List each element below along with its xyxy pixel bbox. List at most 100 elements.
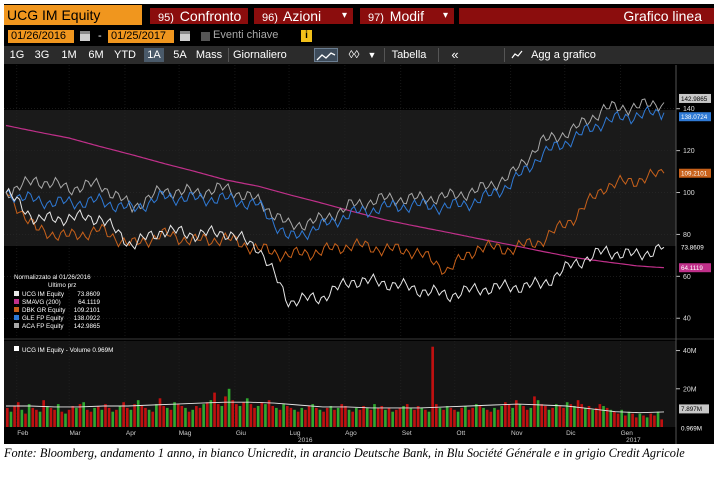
volume-bar xyxy=(176,404,180,427)
period-ytd-button[interactable]: YTD xyxy=(114,49,136,61)
volume-bar xyxy=(427,411,431,427)
period-1m-button[interactable]: 1M xyxy=(61,49,77,61)
period-3d-button[interactable]: 3G xyxy=(34,49,50,61)
volume-bar xyxy=(184,407,187,427)
y-tick-label: 100 xyxy=(683,190,695,197)
volume-bar xyxy=(569,404,573,427)
volume-bar xyxy=(115,409,118,427)
volume-bar xyxy=(387,407,391,427)
y-tick-label: 120 xyxy=(683,148,695,155)
volume-tick-label: 20M xyxy=(683,386,697,393)
volume-bar xyxy=(129,409,133,427)
volume-bar xyxy=(220,406,224,427)
volume-bar xyxy=(205,402,209,427)
volume-bar xyxy=(187,411,191,427)
table-button[interactable]: Tabella xyxy=(384,48,433,62)
edit-menu-number: 97) xyxy=(368,12,384,24)
volume-bar xyxy=(24,413,27,427)
legend-series-name: GLE FP Equity xyxy=(22,315,64,322)
volume-bar xyxy=(485,409,489,427)
volume-bar xyxy=(191,409,195,427)
volume-bar xyxy=(242,402,245,427)
upper-band xyxy=(4,65,676,110)
volume-bar xyxy=(613,411,616,427)
volume-bar xyxy=(602,406,605,427)
volume-bar xyxy=(504,402,507,427)
volume-last-badge xyxy=(679,423,709,433)
volume-bar xyxy=(489,411,493,427)
volume-bar xyxy=(656,411,660,427)
series-line-smavg-200- xyxy=(5,124,665,269)
volume-bar xyxy=(318,409,322,427)
volume-bar xyxy=(511,407,514,427)
volume-bar xyxy=(256,406,260,427)
volume-bar xyxy=(118,406,122,427)
x-tick-label: Mag xyxy=(179,430,192,437)
series-line-dbk-gr-equity xyxy=(5,168,665,276)
volume-bar xyxy=(634,417,638,427)
volume-bar xyxy=(562,407,565,427)
volume-tick-label: 40M xyxy=(683,348,697,355)
volume-bar xyxy=(660,419,663,427)
end-date-input[interactable]: 01/25/2017 xyxy=(108,30,174,43)
info-icon[interactable]: i xyxy=(301,30,312,42)
volume-bar xyxy=(609,409,613,427)
x-tick-label: Gen xyxy=(621,430,634,437)
y-tick-label: 40 xyxy=(683,316,691,323)
chevron-down-icon[interactable]: ▼ xyxy=(367,50,377,60)
edit-menu[interactable]: 97) Modif ▾ xyxy=(360,8,454,24)
top-toolbar: UCG IM Equity 95) Confronto 96) Azioni ▾… xyxy=(4,4,714,26)
period-1y-button[interactable]: 1A xyxy=(144,48,164,62)
compare-menu-label: Confronto xyxy=(179,8,242,24)
compare-menu[interactable]: 95) Confronto xyxy=(150,8,248,24)
volume-bar xyxy=(322,411,325,427)
volume-bar xyxy=(49,407,53,427)
volume-bar xyxy=(133,404,136,427)
actions-menu[interactable]: 96) Azioni ▾ xyxy=(254,8,353,24)
line-chart-toggle-button[interactable] xyxy=(314,48,338,62)
volume-bar xyxy=(60,411,64,427)
compare-icon[interactable]: ◊◊ xyxy=(348,49,360,61)
start-date-input[interactable]: 01/26/2016 xyxy=(8,30,74,43)
volume-bar xyxy=(173,402,176,427)
legend-swatch xyxy=(14,307,19,312)
x-year-label: 2017 xyxy=(626,437,641,444)
volume-bar xyxy=(249,404,253,427)
add-to-chart-button[interactable]: Agg a grafico xyxy=(504,48,615,62)
volume-bar xyxy=(449,407,453,427)
frequency-select[interactable]: Giornaliero ▼ xyxy=(228,48,299,74)
volume-bar xyxy=(544,406,547,427)
calendar-icon[interactable] xyxy=(80,31,90,41)
line-chart-icon xyxy=(316,52,336,61)
period-6m-button[interactable]: 6M xyxy=(88,49,104,61)
x-tick-label: Set xyxy=(402,430,412,437)
y-tick-label: 60 xyxy=(683,274,691,281)
volume-bar xyxy=(89,411,93,427)
volume-last-label: 7.897M xyxy=(681,406,702,413)
volume-bar xyxy=(631,413,634,427)
volume-bar xyxy=(416,406,420,427)
period-5y-button[interactable]: 5A xyxy=(173,49,187,61)
ticker-input[interactable]: UCG IM Equity xyxy=(4,5,142,25)
period-1d-button[interactable]: 1G xyxy=(9,49,25,61)
volume-bar xyxy=(151,411,155,427)
volume-bar xyxy=(456,411,460,427)
volume-bar xyxy=(325,407,329,427)
date-separator: - xyxy=(98,30,102,42)
volume-bar xyxy=(122,402,125,427)
volume-bar xyxy=(500,406,504,427)
collapse-icon[interactable]: « xyxy=(438,48,471,62)
volume-bar xyxy=(285,406,289,427)
period-max-button[interactable]: Mass xyxy=(195,49,223,61)
volume-bar xyxy=(576,400,580,427)
volume-bar xyxy=(202,404,205,427)
legend-swatch xyxy=(14,291,19,296)
volume-last-label: 0.969M xyxy=(681,425,702,432)
calendar-icon[interactable] xyxy=(180,31,190,41)
volume-bar xyxy=(394,409,398,427)
volume-bar xyxy=(420,407,424,427)
events-checkbox[interactable] xyxy=(201,32,210,41)
volume-bar xyxy=(307,406,311,427)
volume-bar xyxy=(333,409,336,427)
volume-bar xyxy=(522,406,525,427)
